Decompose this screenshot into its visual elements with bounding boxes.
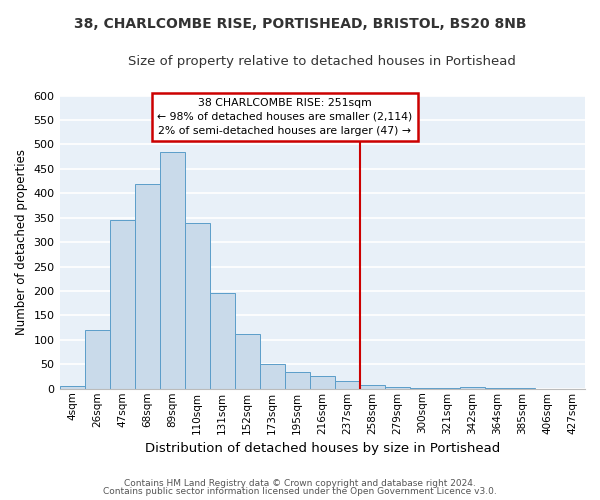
X-axis label: Distribution of detached houses by size in Portishead: Distribution of detached houses by size … [145, 442, 500, 455]
Bar [59, 386, 85, 389]
Bar [160, 152, 185, 389]
Bar [209, 294, 235, 389]
Bar [285, 372, 310, 389]
Bar [85, 330, 110, 389]
Bar [410, 388, 435, 389]
Bar [460, 388, 485, 389]
Text: 38, CHARLCOMBE RISE, PORTISHEAD, BRISTOL, BS20 8NB: 38, CHARLCOMBE RISE, PORTISHEAD, BRISTOL… [74, 18, 526, 32]
Title: Size of property relative to detached houses in Portishead: Size of property relative to detached ho… [128, 55, 516, 68]
Y-axis label: Number of detached properties: Number of detached properties [15, 149, 28, 335]
Bar [385, 387, 410, 389]
Text: 38 CHARLCOMBE RISE: 251sqm
← 98% of detached houses are smaller (2,114)
2% of se: 38 CHARLCOMBE RISE: 251sqm ← 98% of deta… [157, 98, 412, 136]
Text: Contains public sector information licensed under the Open Government Licence v3: Contains public sector information licen… [103, 487, 497, 496]
Bar [335, 381, 360, 389]
Bar [260, 364, 285, 389]
Bar [310, 376, 335, 389]
Bar [110, 220, 134, 389]
Bar [185, 222, 209, 389]
Text: Contains HM Land Registry data © Crown copyright and database right 2024.: Contains HM Land Registry data © Crown c… [124, 478, 476, 488]
Bar [360, 385, 385, 389]
Bar [235, 334, 260, 389]
Bar [134, 184, 160, 389]
